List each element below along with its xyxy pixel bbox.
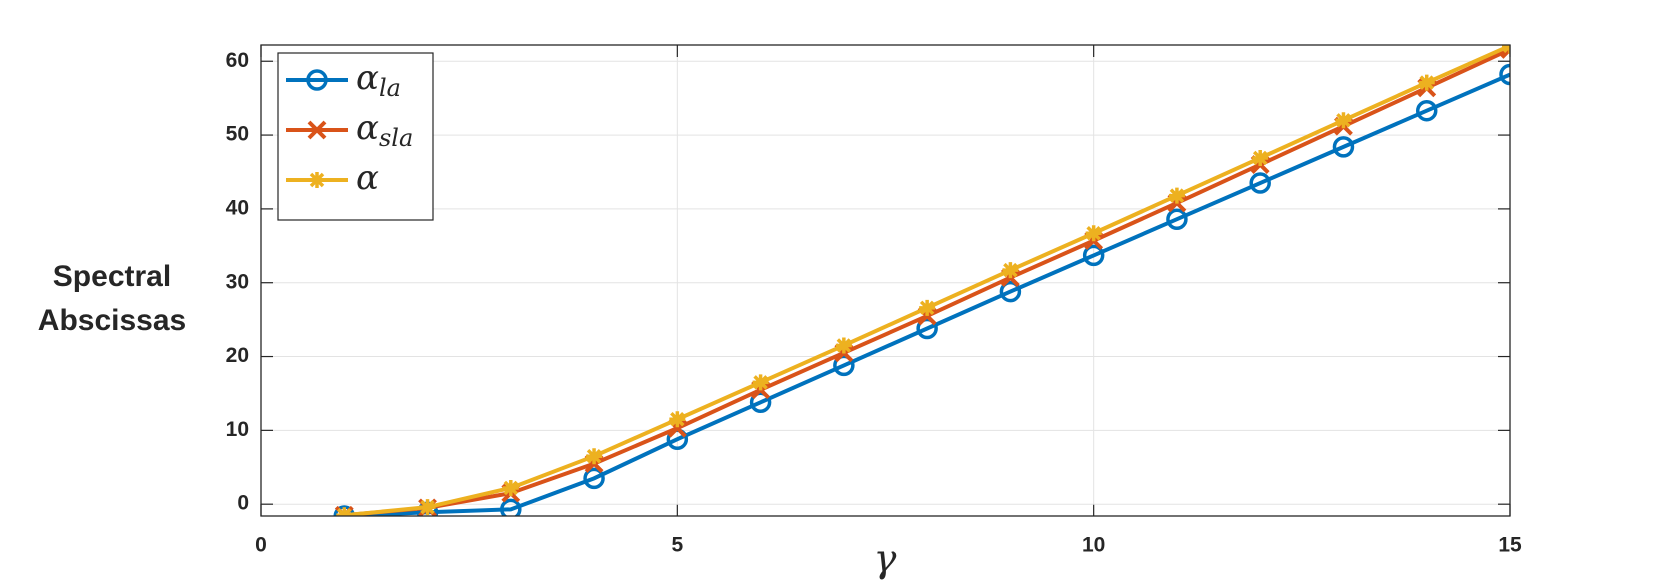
plot-frame (260, 44, 1511, 517)
marker (419, 499, 436, 516)
marker (1252, 149, 1269, 166)
marker (500, 498, 522, 516)
marker (1168, 187, 1185, 204)
marker (583, 467, 605, 490)
x-tick-label: 5 (671, 534, 683, 557)
marker (669, 411, 686, 428)
marker (1166, 208, 1188, 230)
marker (833, 354, 855, 377)
y-axis-label: Spectral Abscissas (38, 260, 186, 337)
marker (749, 391, 772, 414)
marker (1418, 74, 1435, 91)
marker (1500, 45, 1510, 59)
series-line (344, 45, 1510, 516)
marker (1415, 99, 1438, 122)
x-axis-label: γ (874, 537, 897, 581)
x-tick-label: 10 (1082, 534, 1105, 557)
series-line (344, 72, 1510, 516)
marker (1499, 63, 1510, 86)
y-tick-label: 40 (226, 196, 249, 219)
legend: αla αsla α (277, 52, 434, 221)
y-tick-label: 10 (226, 418, 249, 441)
marker (1082, 244, 1105, 267)
y-tick-label: 50 (226, 123, 249, 146)
marker (916, 317, 938, 340)
y-tick-label: 30 (226, 270, 249, 293)
marker (1249, 172, 1271, 194)
marker (333, 505, 356, 516)
marker (1332, 136, 1355, 158)
marker (307, 120, 327, 140)
marker (752, 374, 769, 391)
legend-box (277, 52, 434, 221)
legend-label: αla (356, 58, 401, 102)
x-tick-label: 0 (255, 534, 267, 557)
marker (919, 299, 936, 316)
legend-label: αsla (356, 108, 413, 152)
marker (1085, 225, 1102, 242)
x-tick-label: 15 (1498, 534, 1522, 557)
marker (502, 479, 519, 496)
y-tick-label: 20 (226, 344, 249, 367)
marker (999, 280, 1022, 303)
y-tick-label: 0 (237, 492, 249, 515)
marker (835, 337, 852, 354)
marker (336, 507, 353, 516)
legend-label: α (356, 158, 379, 198)
marker (1335, 112, 1352, 129)
marker (306, 69, 328, 91)
marker (1002, 262, 1019, 279)
y-tick-label: 60 (226, 49, 249, 72)
marker (586, 448, 603, 465)
marker (309, 172, 325, 188)
